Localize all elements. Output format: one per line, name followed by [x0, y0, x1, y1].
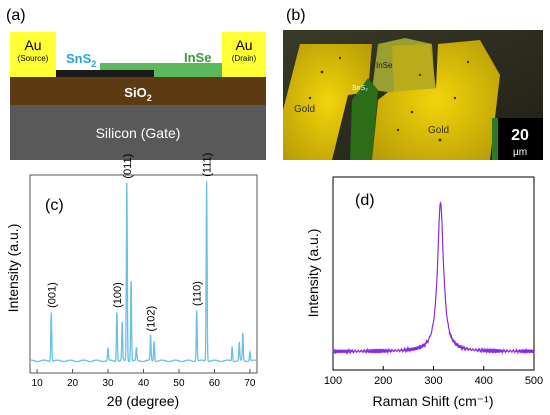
gold-left-label: Gold [294, 104, 315, 115]
sns2-image-label: SnS₂ [352, 85, 368, 92]
au-drain-pad [222, 32, 266, 77]
raman-x-tick-label: 200 [374, 375, 392, 387]
silicon-gate-label: Silicon (Gate) [96, 125, 181, 141]
raman-x-tick-label: 500 [525, 375, 543, 387]
scale-bar-box [498, 118, 543, 160]
raman-series-line [332, 201, 535, 356]
xrd-x-axis-label: 2θ (degree) [107, 393, 179, 409]
xrd-x-tick-label: 70 [244, 378, 256, 389]
xrd-chart: (c) 10 20 30 40 50 60 70 (001) (100)(011)(102)(… [5, 153, 258, 409]
xrd-peak-labels: (001) (100) (011) (102) (110) (111) [46, 153, 213, 332]
raman-x-tick-label: 100 [324, 375, 342, 387]
scale-bar-value: 20 [511, 127, 529, 144]
gold-right-electrode [372, 40, 500, 160]
inse-label: InSe [184, 50, 211, 65]
xrd-x-tick-label: 60 [209, 378, 221, 389]
inse-image-label: InSe [376, 61, 393, 70]
xrd-peak-label: (110) [192, 281, 204, 306]
au-source-sublabel: (Source) [18, 54, 49, 63]
raman-x-tick-label: 300 [424, 375, 442, 387]
au-source-label: Au [24, 37, 41, 53]
panel-a: (a) Silicon (Gate) SiO2 Au (Source) Au (… [6, 7, 266, 160]
xrd-peak-label: (011) [122, 154, 134, 179]
xrd-x-tick-label: 10 [32, 378, 44, 389]
inse-flake-side [154, 70, 222, 77]
sns2-flake-image [350, 78, 378, 160]
panel-b-label: (b) [286, 7, 306, 24]
xrd-peak-label: (100) [112, 282, 124, 308]
gold-left-electrode [283, 44, 372, 160]
xrd-plot-frame [29, 174, 258, 374]
xrd-peak-label: (102) [146, 306, 158, 332]
xrd-peak-label: (001) [46, 282, 58, 308]
au-drain-sublabel: (Drain) [232, 54, 257, 63]
sns2-label: SnS2 [66, 51, 96, 69]
inse-overlap [392, 44, 436, 92]
raman-chart: (d) 100 200 300 400 500 Raman Shift (cm⁻¹) I… [305, 176, 543, 409]
xrd-x-tick-label: 40 [138, 378, 150, 389]
au-source-pad [10, 32, 56, 77]
sio2-layer [10, 77, 266, 105]
silicon-gate-layer [10, 105, 266, 160]
surface-dots [308, 56, 470, 142]
raman-x-ticks: 100 200 300 400 500 [324, 366, 543, 387]
inse-flake-top [100, 63, 222, 70]
raman-x-tick-label: 400 [475, 375, 493, 387]
xrd-x-tick-label: 50 [173, 378, 185, 389]
gold-right-label: Gold [428, 125, 449, 136]
xrd-x-tick-label: 30 [102, 378, 114, 389]
panel-c-label: (c) [45, 197, 64, 214]
au-drain-label: Au [235, 37, 252, 53]
xrd-series-line [29, 181, 258, 363]
green-edge [492, 118, 502, 160]
sns2-flake [56, 70, 154, 77]
panel-d-label: (d) [355, 192, 375, 209]
sio2-label: SiO2 [124, 85, 151, 103]
xrd-x-tick-label: 20 [67, 378, 79, 389]
raman-y-axis-label: Intensity (a.u.) [305, 229, 321, 318]
xrd-x-ticks: 10 20 30 40 50 60 70 [32, 369, 256, 389]
raman-x-axis-label: Raman Shift (cm⁻¹) [373, 393, 494, 409]
xrd-y-axis-label: Intensity (a.u.) [5, 224, 21, 313]
scale-bar-unit: µm [513, 147, 527, 158]
panel-b: (b) InSe SnS₂ Gold Gold 20 µm [283, 7, 543, 160]
panel-a-label: (a) [6, 7, 26, 24]
xrd-peak-label: (111) [202, 153, 214, 177]
